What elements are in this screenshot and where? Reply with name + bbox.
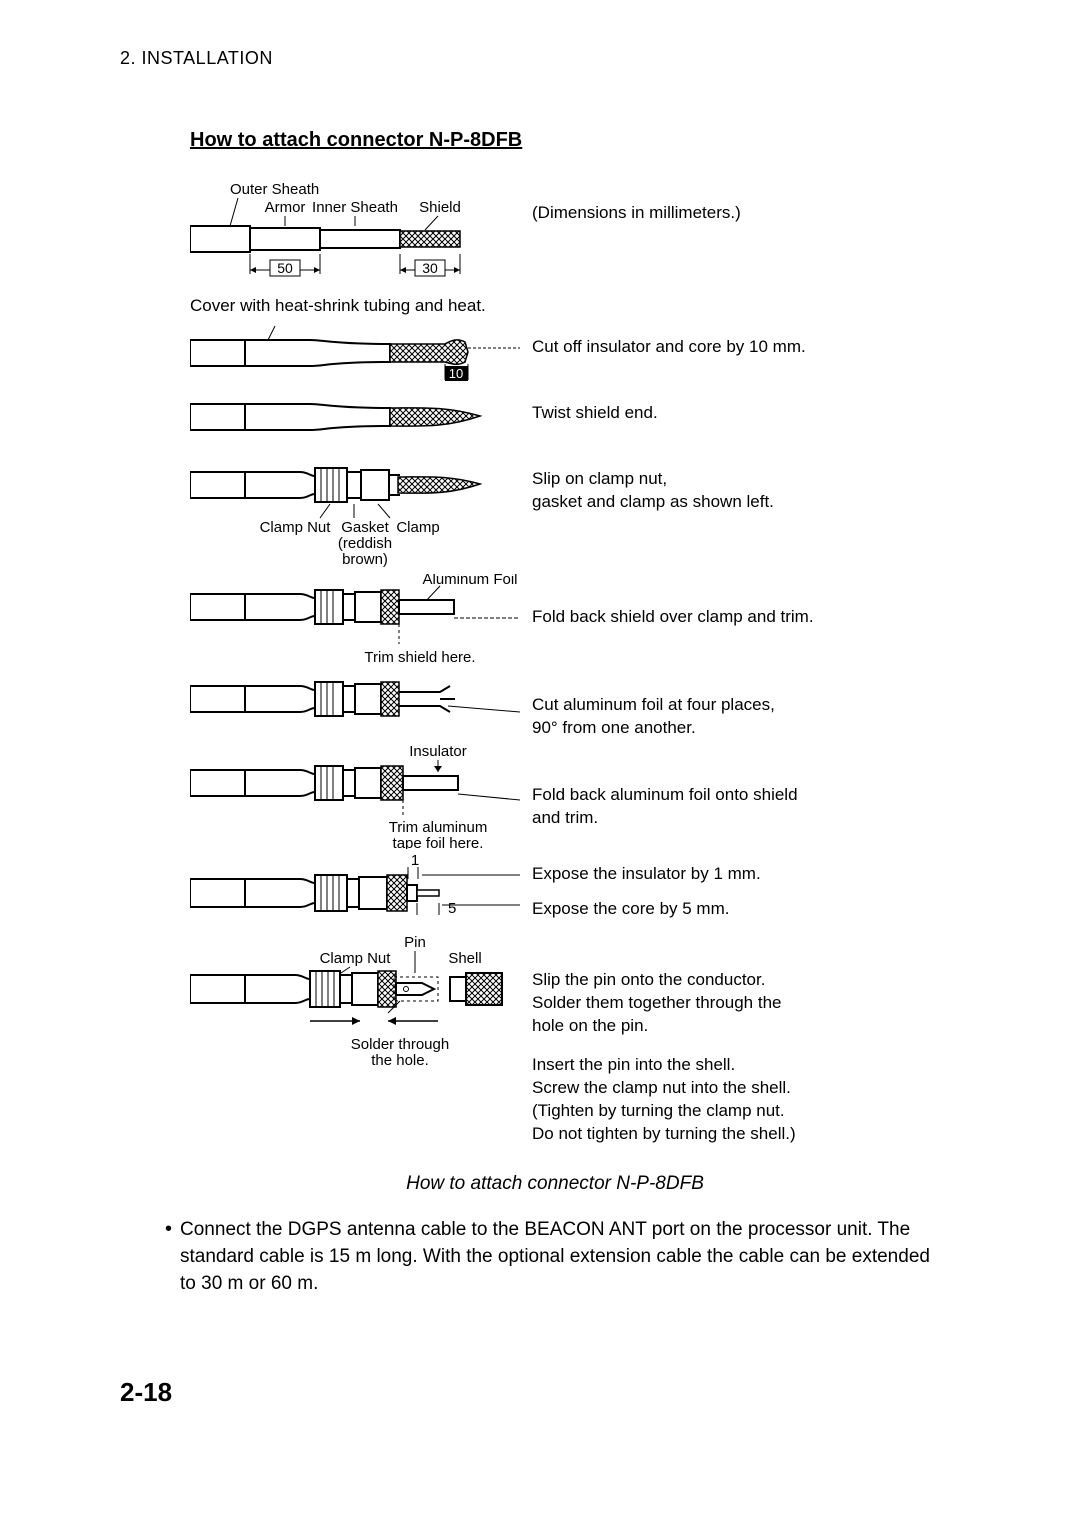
svg-text:(reddish: (reddish — [338, 535, 392, 552]
svg-text:Armor: Armor — [265, 199, 306, 216]
step3-diagram — [190, 392, 520, 442]
svg-text:Trim aluminum: Trim aluminum — [389, 819, 488, 836]
bullet-icon: • — [165, 1217, 172, 1297]
svg-text:Clamp: Clamp — [396, 519, 439, 536]
body-paragraph: • Connect the DGPS antenna cable to the … — [165, 1217, 950, 1297]
svg-text:Shell: Shell — [448, 950, 481, 967]
svg-text:Shield: Shield — [419, 199, 461, 216]
step4-note: Slip on clamp nut, gasket and clamp as s… — [520, 460, 910, 514]
svg-text:50: 50 — [277, 260, 293, 276]
svg-text:the hole.: the hole. — [371, 1052, 429, 1069]
svg-text:Solder through: Solder through — [351, 1036, 449, 1053]
connector-figure: Outer Sheath Armor Inner Sheath Shield — [190, 182, 910, 1145]
step1-note: (Dimensions in millimeters.) — [520, 182, 910, 225]
step6-diagram — [190, 672, 520, 732]
figure-caption: How to attach connector N-P-8DFB — [120, 1173, 990, 1195]
step8-diagram: 1 5 — [190, 853, 520, 927]
svg-text:Insulator: Insulator — [409, 744, 467, 760]
step8-note-b: Expose the core by 5 mm. — [532, 898, 910, 921]
step9-diagram: Pin Clamp Nut Shell — [190, 933, 520, 1083]
svg-text:Outer Sheath: Outer Sheath — [230, 182, 319, 198]
section-title: How to attach connector N-P-8DFB — [190, 129, 990, 152]
svg-text:10: 10 — [449, 366, 463, 381]
svg-text:Trim shield here.: Trim shield here. — [364, 649, 475, 666]
step2-diagram: 10 — [190, 318, 520, 388]
step6-note: Cut aluminum foil at four places, 90° fr… — [520, 672, 910, 740]
step2-note: Cut off insulator and core by 10 mm. — [520, 318, 910, 359]
page-number: 2-18 — [120, 1377, 990, 1408]
svg-text:Clamp Nut: Clamp Nut — [260, 519, 332, 536]
svg-text:5: 5 — [448, 900, 456, 917]
svg-text:1: 1 — [411, 853, 419, 869]
step2-prenote: Cover with heat-shrink tubing and heat. — [190, 296, 910, 316]
step8-note-a: Expose the insulator by 1 mm. — [532, 863, 910, 886]
svg-text:brown): brown) — [342, 551, 388, 568]
svg-text:30: 30 — [422, 260, 438, 276]
svg-text:Clamp Nut: Clamp Nut — [320, 950, 392, 967]
svg-text:tape foil here.: tape foil here. — [393, 835, 484, 849]
body-text: Connect the DGPS antenna cable to the BE… — [180, 1217, 950, 1297]
svg-text:Inner Sheath: Inner Sheath — [312, 199, 398, 216]
step1-diagram: Outer Sheath Armor Inner Sheath Shield — [190, 182, 520, 292]
step4-diagram: Clamp Nut Gasket Clamp (reddish brown) — [190, 460, 520, 570]
step9-note-b: Insert the pin into the shell. Screw the… — [532, 1054, 910, 1146]
step7-note: Fold back aluminum foil onto shield and … — [520, 744, 910, 830]
step5-diagram: Aluminum Foil Trim shield here. — [190, 574, 520, 668]
svg-text:Aluminum Foil: Aluminum Foil — [422, 574, 517, 588]
step7-diagram: Insulator Trim aluminum tape foil here. — [190, 744, 520, 849]
step9-note-a: Slip the pin onto the conductor. Solder … — [532, 969, 910, 1038]
svg-text:Gasket: Gasket — [341, 519, 389, 536]
svg-text:Pin: Pin — [404, 934, 426, 951]
step3-note: Twist shield end. — [520, 392, 910, 425]
page-header: 2. INSTALLATION — [120, 48, 990, 69]
step5-note: Fold back shield over clamp and trim. — [520, 574, 910, 629]
